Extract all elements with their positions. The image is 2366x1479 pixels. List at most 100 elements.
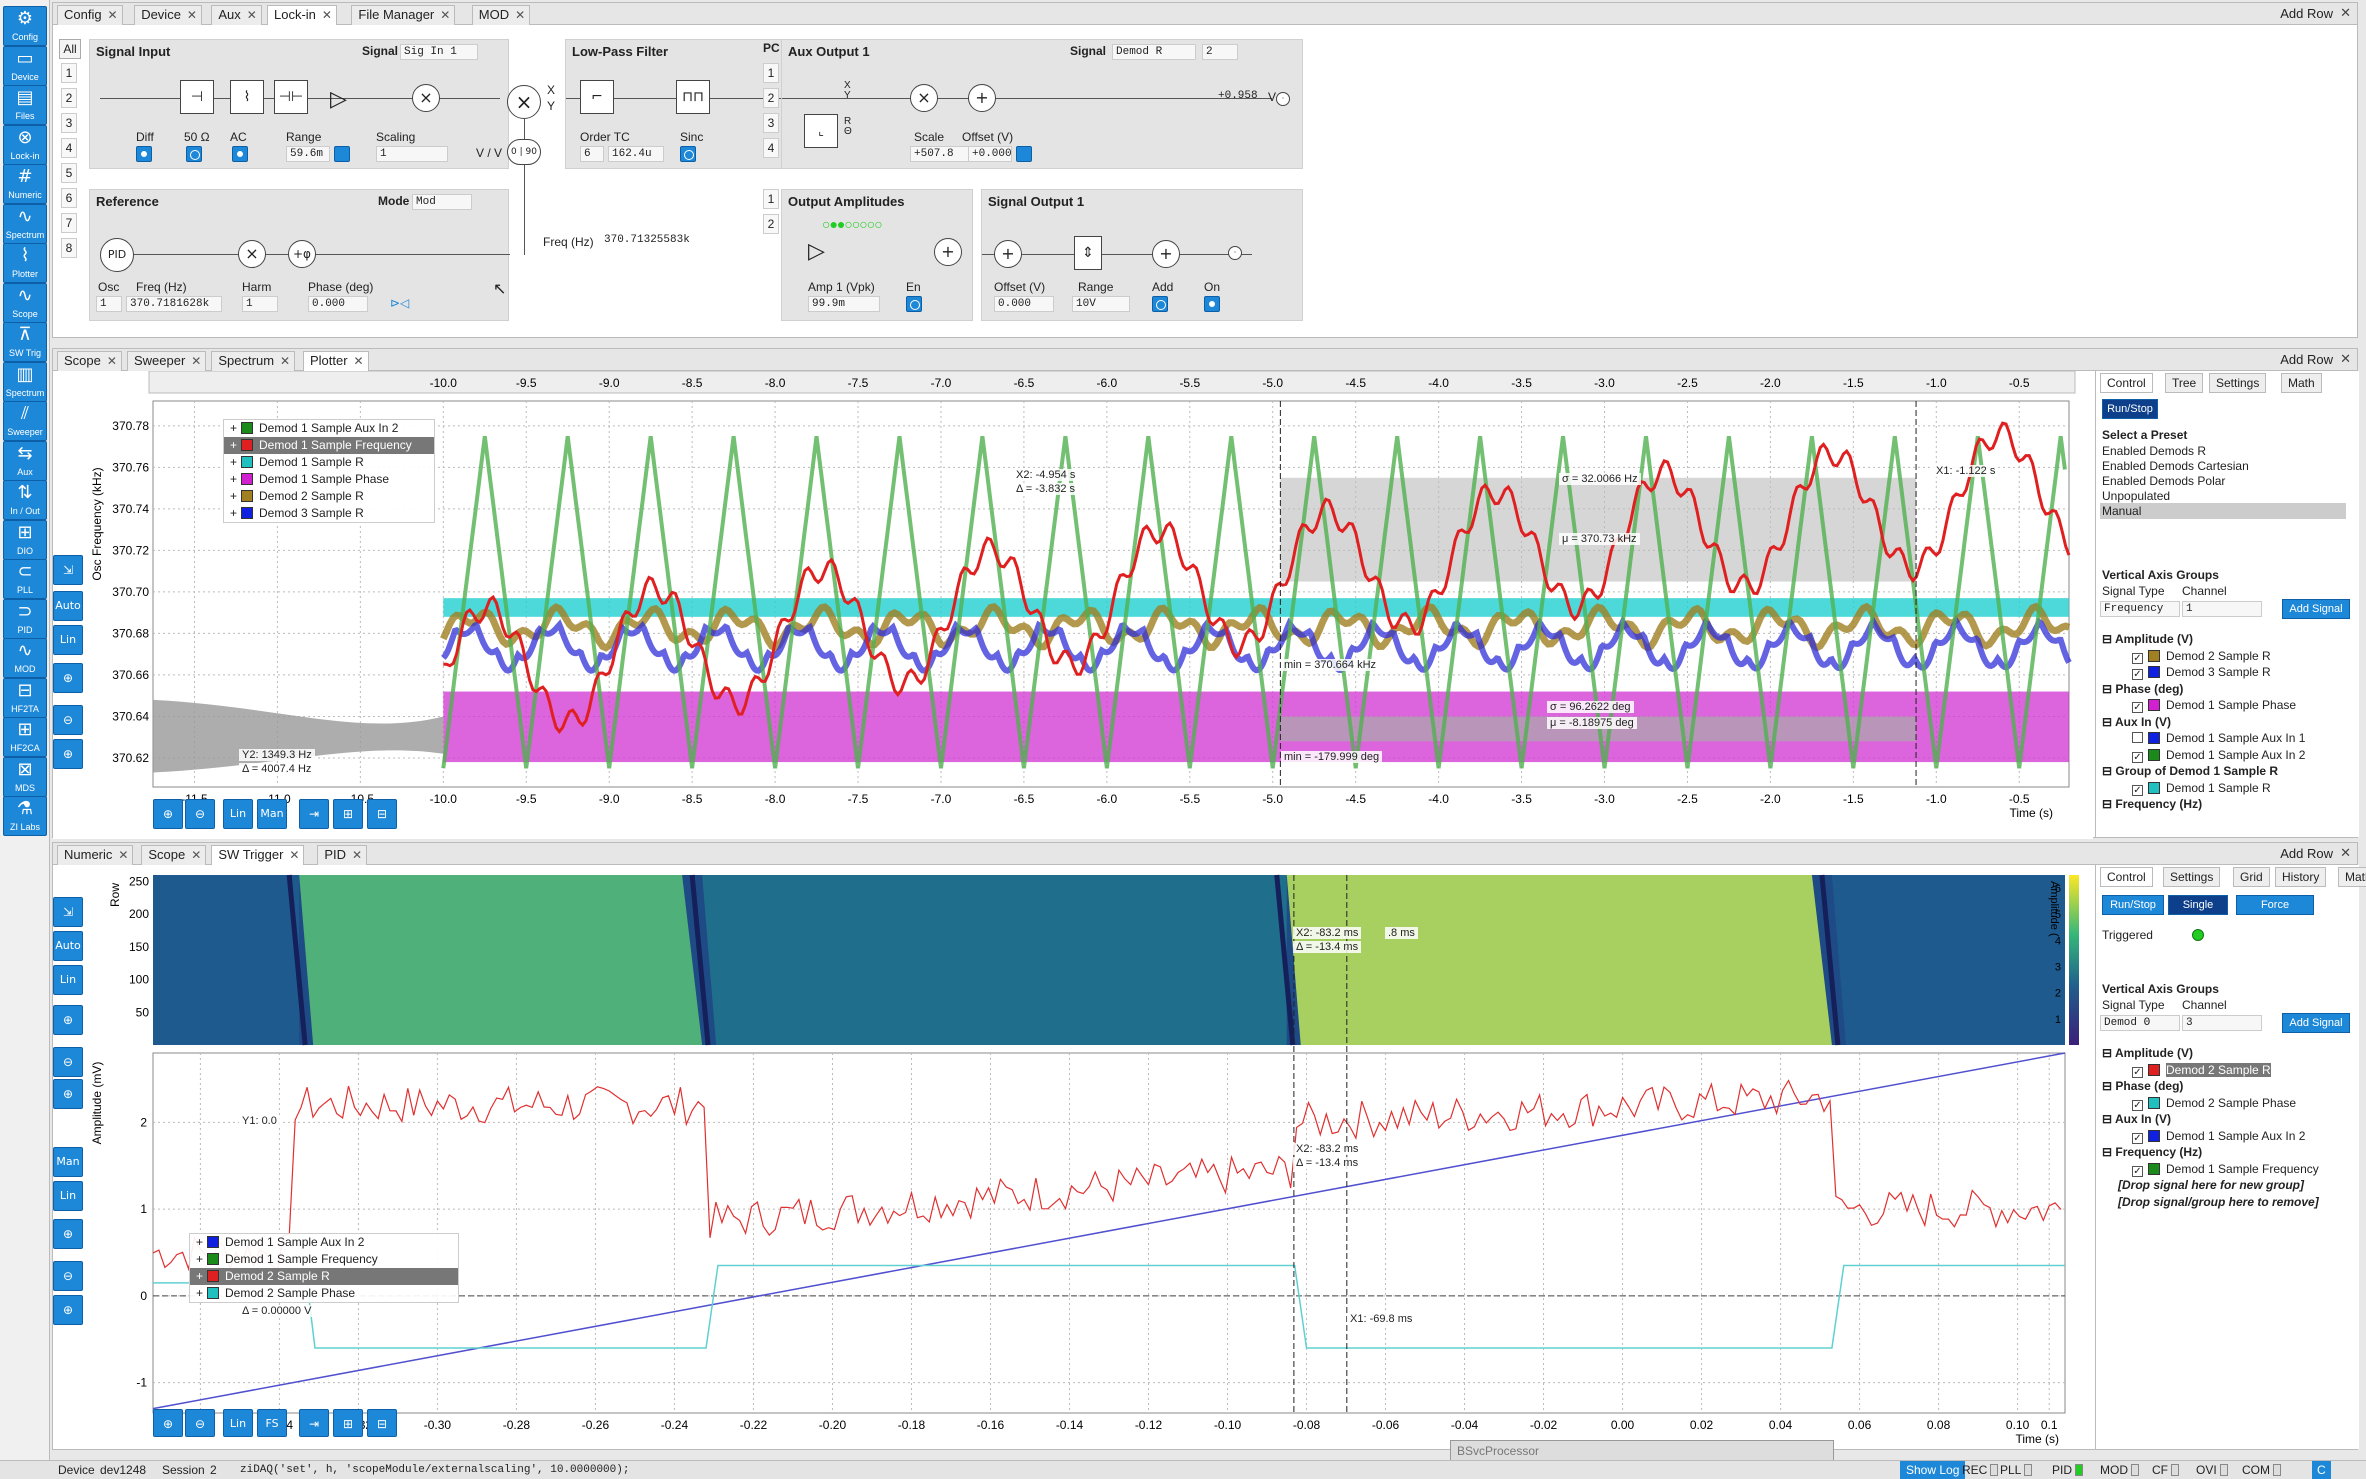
bot-lin-button-2[interactable]: Lin [53, 1181, 83, 1211]
status-com[interactable]: COM [2242, 1461, 2281, 1479]
channel-select[interactable]: 1 [2182, 601, 2262, 617]
tree-group[interactable]: ⊟ Frequency (Hz) [2102, 796, 2202, 812]
toolbar-scope-button[interactable]: ∿ Scope [3, 282, 47, 323]
x-man-button[interactable]: Man [257, 799, 287, 829]
tree-collapse-icon[interactable]: ⊟ [2102, 1046, 2115, 1060]
x-zoom-in-icon[interactable]: ⊕ [153, 799, 183, 829]
legend-expand-icon[interactable]: + [230, 506, 238, 520]
demod-number[interactable]: 1 [61, 63, 77, 83]
legend-expand-icon[interactable]: + [196, 1235, 204, 1249]
amp-field[interactable]: 99.9m [808, 296, 880, 312]
tree-group[interactable]: ⊟ Phase (deg) [2102, 681, 2183, 697]
tree-collapse-icon[interactable]: ⊟ [2102, 632, 2115, 646]
tab-close-icon[interactable]: ✕ [246, 8, 257, 22]
ctrl-tab-history[interactable]: History [2275, 867, 2327, 887]
cursor-math-icon[interactable]: ⊞ [333, 799, 363, 829]
tree-checkbox[interactable]: ✓ [2132, 702, 2143, 713]
toolbar-mds-button[interactable]: ⊠ MDS [3, 756, 47, 797]
enable-toggle[interactable] [906, 296, 922, 312]
bot-zoom-fit-icon-2[interactable]: ⊕ [53, 1219, 83, 1249]
top_row-tab-config[interactable]: Config ✕ [57, 5, 123, 25]
ref-freq-field[interactable]: 370.7181628k [126, 296, 222, 312]
bottom_row-tab-sw-trigger[interactable]: SW Trigger ✕ [211, 845, 305, 865]
auto-range-button[interactable] [334, 146, 350, 162]
sigout-add-toggle[interactable] [1152, 296, 1168, 312]
lin-scale-button[interactable]: Lin [53, 625, 83, 655]
close-row-icon-3[interactable]: ✕ [2340, 845, 2351, 860]
bot-x-zoom-out-icon[interactable]: ⊖ [185, 1409, 215, 1437]
order-select[interactable]: 6 [580, 146, 604, 162]
preset-item[interactable]: Enabled Demods R [2102, 444, 2207, 458]
bot-zoom-in-icon-2[interactable]: ⊕ [53, 1295, 83, 1325]
demod-number[interactable]: 7 [61, 213, 77, 233]
phase-field[interactable]: 0.000 [308, 296, 368, 312]
toolbar-swtrig-button[interactable]: ⊼ SW Trig [3, 322, 47, 362]
toolbar-numeric-button[interactable]: # Numeric [3, 164, 47, 204]
tree-signal[interactable]: ✓ Demod 1 Sample Phase [2102, 697, 2296, 713]
toolbar-spectrum2-button[interactable]: ▥ Spectrum [3, 361, 47, 402]
tree-checkbox[interactable]: ✓ [2132, 1132, 2143, 1144]
tree-signal[interactable]: ✓ Demod 1 Sample Aux In 2 [2102, 747, 2305, 763]
tree-collapse-icon[interactable]: ⊟ [2102, 764, 2116, 778]
scaling-field[interactable]: 1 [376, 146, 448, 162]
legend-entry[interactable]: + Demod 3 Sample R [224, 505, 434, 522]
ohm-toggle[interactable] [186, 146, 202, 162]
bsvc-popup[interactable]: BSvcProcessor [1450, 1440, 1834, 1462]
bot-man-button[interactable]: Man [53, 1147, 83, 1177]
toolbar-aux-button[interactable]: ⇆ Aux [3, 440, 47, 481]
auto-scale-button[interactable]: Auto [53, 591, 83, 621]
aux-row-number[interactable]: 1 [763, 63, 779, 83]
aux-row-number[interactable]: 3 [763, 113, 779, 133]
tree-signal[interactable]: ✓ Demod 1 Sample Frequency [2102, 1161, 2319, 1177]
tree-signal[interactable]: ✓ Demod 2 Sample Phase [2102, 1095, 2296, 1111]
tree-group[interactable]: ⊟ Amplitude (V) [2102, 631, 2193, 647]
status-ovi[interactable]: OVI [2196, 1461, 2228, 1479]
preset-item[interactable]: Unpopulated [2102, 489, 2171, 503]
mode-select[interactable]: Mod [412, 194, 472, 210]
toolbar-inout-button[interactable]: ⇅ In / Out [3, 480, 47, 520]
tab-close-icon[interactable]: ✕ [440, 8, 451, 22]
status-cf[interactable]: CF [2152, 1461, 2179, 1479]
tree-drop-hint[interactable]: [Drop signal/group here to remove] [2102, 1194, 2319, 1210]
top_row-tab-file-manager[interactable]: File Manager ✕ [351, 5, 456, 25]
cursor-x-icon[interactable]: ⇥ [299, 799, 329, 829]
tree-signal[interactable]: ✓ Demod 1 Sample Aux In 2 [2102, 1128, 2305, 1144]
bot-cursor-math-icon[interactable]: ⊞ [333, 1409, 363, 1437]
tree-group[interactable]: ⊟ Aux In (V) [2102, 1111, 2171, 1127]
bot-cursor-x-icon[interactable]: ⇥ [299, 1409, 329, 1437]
tab-close-icon[interactable]: ✕ [191, 354, 202, 368]
toolbar-plotter-button[interactable]: ⌇ Plotter [3, 243, 47, 283]
tab-close-icon[interactable]: ✕ [118, 848, 129, 862]
tab-close-icon[interactable]: ✕ [321, 8, 332, 22]
legend-entry[interactable]: + Demod 1 Sample Phase [224, 471, 434, 488]
tab-close-icon[interactable]: ✕ [106, 354, 117, 368]
demod-number[interactable]: 2 [61, 88, 77, 108]
middle_row-tab-scope[interactable]: Scope ✕ [57, 351, 122, 371]
legend-expand-icon[interactable]: + [230, 455, 238, 469]
legend-entry[interactable]: + Demod 1 Sample R [224, 454, 434, 471]
zoom-fit-icon[interactable]: ⊕ [53, 663, 83, 693]
force-button[interactable]: Force [2236, 895, 2314, 915]
tab-close-icon[interactable]: ✕ [186, 8, 197, 22]
add-row-button-2[interactable]: Add Row [2280, 352, 2333, 367]
aux-row-number[interactable]: 4 [763, 138, 779, 158]
auto-phase-icon[interactable]: ⊳◁ [390, 296, 410, 310]
sigout-on-toggle[interactable] [1204, 296, 1220, 312]
tree-signal[interactable]: ✓ Demod 2 Sample R [2102, 648, 2271, 664]
output-amp-row-number[interactable]: 2 [763, 214, 779, 234]
aux-zero-button[interactable] [1016, 146, 1032, 162]
diff-toggle[interactable] [136, 146, 152, 162]
toolbar-lockin-button[interactable]: ⊗ Lock-in [3, 124, 47, 165]
tree-signal[interactable]: Demod 1 Sample Aux In 1 [2102, 730, 2305, 746]
channel-select[interactable]: 3 [2182, 1015, 2262, 1031]
bottom_row-tab-pid[interactable]: PID ✕ [317, 845, 368, 865]
bot-lin-button[interactable]: Lin [53, 965, 83, 995]
legend-expand-icon[interactable]: + [230, 489, 238, 503]
status-c-button[interactable]: C [2312, 1461, 2331, 1479]
bot-zoom-out-icon[interactable]: ⊖ [53, 1047, 83, 1077]
tree-collapse-icon[interactable]: ⊟ [2102, 1079, 2116, 1093]
zoom-out-icon[interactable]: ⊖ [53, 705, 83, 735]
legend-expand-icon[interactable]: + [230, 472, 238, 486]
tree-checkbox[interactable]: ✓ [2132, 1099, 2143, 1111]
ctrl-tab-settings[interactable]: Settings [2163, 867, 2221, 887]
